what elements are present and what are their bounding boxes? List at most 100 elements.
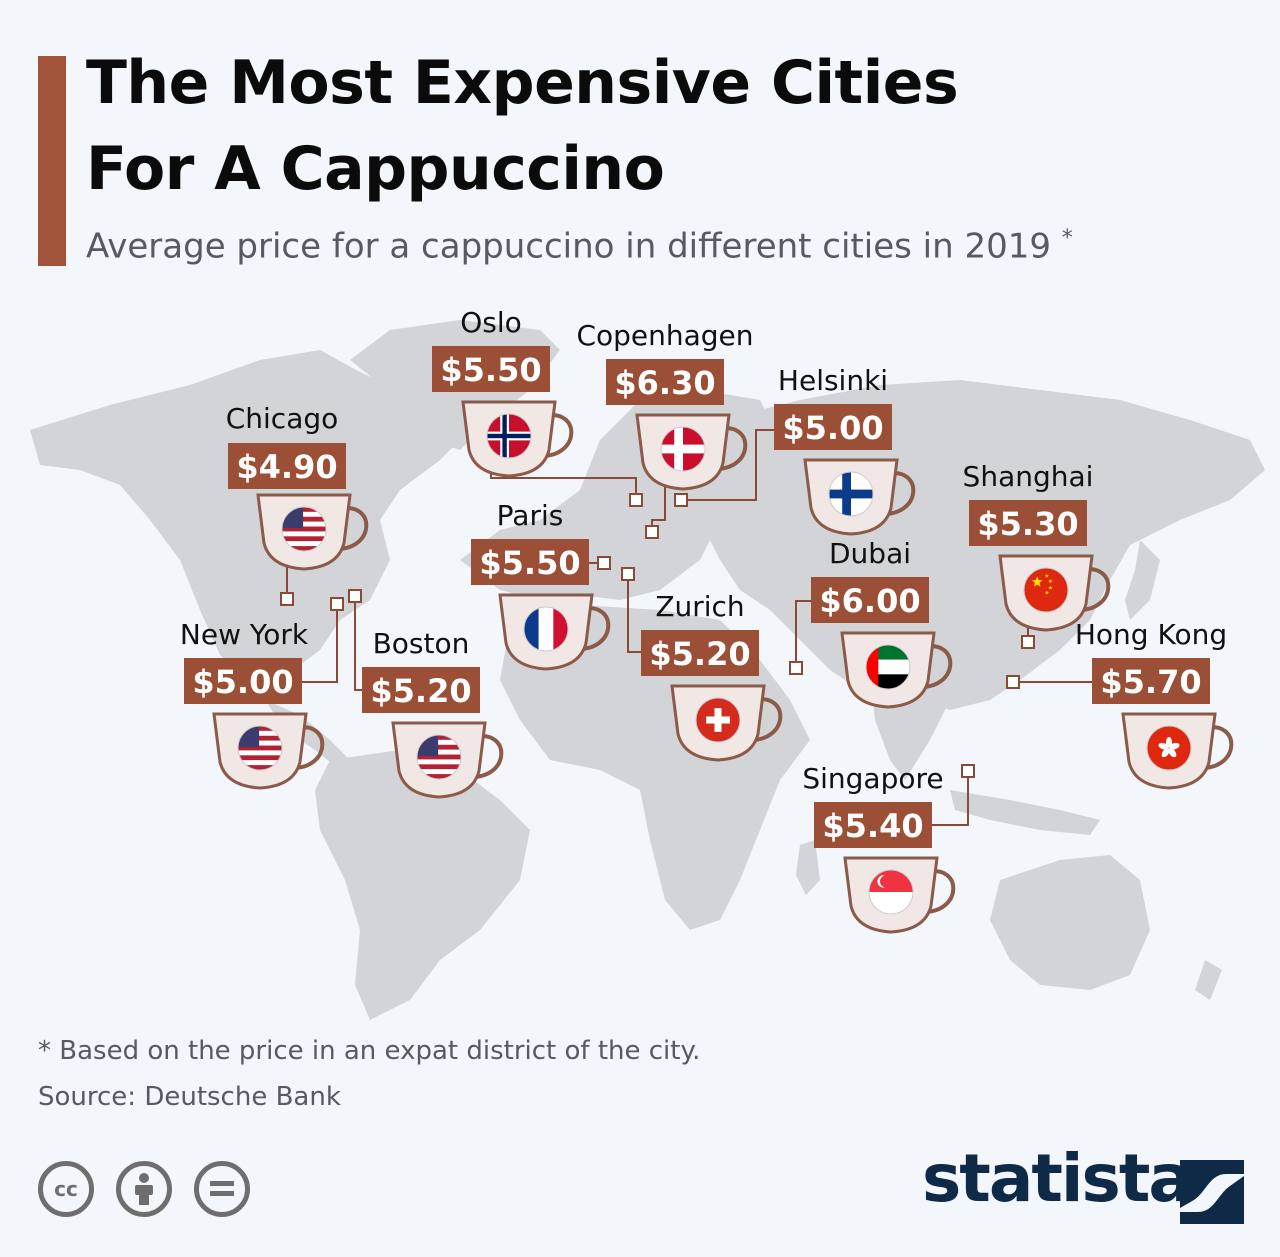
city-location-marker bbox=[961, 764, 975, 778]
marker-new-york: New York $5.00 bbox=[180, 597, 344, 790]
city-location-marker bbox=[621, 567, 635, 581]
price-label: $5.20 bbox=[649, 635, 750, 673]
norway-flag-icon bbox=[487, 414, 531, 458]
marker-dubai: Dubai $6.00 bbox=[789, 537, 953, 709]
city-label: Helsinki bbox=[778, 364, 888, 397]
city-location-marker bbox=[674, 493, 688, 507]
footnote: * Based on the price in an expat distric… bbox=[38, 1036, 701, 1066]
connector-line bbox=[302, 610, 338, 683]
city-location-marker bbox=[1021, 635, 1035, 649]
connector-line bbox=[354, 602, 362, 691]
price-box bbox=[362, 667, 480, 713]
price-label: $6.30 bbox=[614, 364, 715, 402]
city-label: Chicago bbox=[226, 402, 339, 435]
china-flag-icon bbox=[1024, 568, 1068, 612]
cup-handle bbox=[333, 506, 369, 552]
marker-boston: Boston $5.20 bbox=[348, 589, 504, 799]
price-label: $5.50 bbox=[440, 351, 541, 389]
city-location-marker bbox=[789, 661, 803, 675]
cup-handle bbox=[468, 734, 504, 780]
price-label: $4.90 bbox=[236, 448, 337, 486]
no-derivatives-icon[interactable] bbox=[194, 1161, 250, 1217]
cup-handle bbox=[880, 471, 916, 517]
price-label: $5.40 bbox=[822, 807, 923, 845]
marker-singapore: Singapore $5.40 bbox=[802, 762, 975, 934]
price-label: $5.50 bbox=[479, 544, 580, 582]
title-line-2: For A Cappuccino bbox=[86, 134, 665, 204]
cup-handle bbox=[289, 725, 325, 771]
map-madagascar bbox=[796, 840, 820, 895]
city-label: Shanghai bbox=[963, 460, 1094, 493]
subtitle-text: Average price for a cappuccino in differ… bbox=[86, 226, 1051, 267]
singapore-flag-icon bbox=[869, 870, 913, 914]
cup-handle bbox=[917, 644, 953, 690]
map-new-zealand bbox=[1195, 960, 1222, 1000]
price-box bbox=[814, 802, 932, 848]
city-label: Paris bbox=[497, 499, 564, 532]
price-box bbox=[811, 577, 929, 623]
statista-logo-icon[interactable] bbox=[1180, 1160, 1244, 1224]
marker-zurich: Zurich $5.20 bbox=[621, 567, 783, 762]
price-label: $5.00 bbox=[782, 409, 883, 447]
france-flag-icon bbox=[524, 607, 568, 651]
city-location-marker bbox=[629, 493, 643, 507]
marker-copenhagen: Copenhagen $6.30 bbox=[576, 319, 754, 539]
marker-shanghai: Shanghai $5.30 bbox=[963, 460, 1111, 649]
map-south-america bbox=[315, 750, 530, 1020]
cc-icon[interactable]: cc bbox=[38, 1161, 94, 1217]
connector-line bbox=[687, 429, 774, 501]
price-label: $5.70 bbox=[1100, 663, 1201, 701]
city-location-marker bbox=[597, 556, 611, 570]
subtitle-asterisk: * bbox=[1061, 226, 1073, 251]
marker-paris: Paris $5.50 bbox=[471, 499, 611, 671]
cup-handle bbox=[538, 413, 574, 459]
denmark-flag-icon bbox=[661, 427, 705, 471]
price-box bbox=[774, 404, 892, 450]
city-label: Boston bbox=[373, 627, 470, 660]
city-label: New York bbox=[180, 618, 309, 651]
hong-kong-flag-icon bbox=[1147, 726, 1191, 770]
price-box bbox=[969, 500, 1087, 546]
price-box bbox=[184, 658, 302, 704]
city-label: Singapore bbox=[802, 762, 943, 795]
price-box bbox=[471, 539, 589, 585]
map-indonesia bbox=[950, 790, 1100, 835]
price-label: $6.00 bbox=[819, 582, 920, 620]
finland-flag-icon bbox=[829, 472, 873, 516]
map-australia bbox=[990, 855, 1150, 990]
city-label: Copenhagen bbox=[576, 319, 753, 352]
price-box bbox=[228, 443, 346, 489]
marker-helsinki: Helsinki $5.00 bbox=[674, 364, 916, 536]
price-label: $5.20 bbox=[370, 672, 471, 710]
city-location-marker bbox=[280, 592, 294, 606]
city-label: Dubai bbox=[829, 537, 911, 570]
city-location-marker bbox=[330, 597, 344, 611]
cup-handle bbox=[575, 606, 611, 652]
city-label: Hong Kong bbox=[1075, 618, 1227, 651]
city-location-marker bbox=[645, 525, 659, 539]
connector-line bbox=[627, 580, 641, 653]
cup-handle bbox=[1198, 725, 1234, 771]
cup-handle bbox=[712, 426, 748, 472]
usa-flag-icon bbox=[282, 507, 326, 551]
map-north-america bbox=[30, 350, 470, 700]
city-location-marker bbox=[348, 589, 362, 603]
switzerland-flag-icon bbox=[696, 698, 740, 742]
marker-chicago: Chicago $4.90 bbox=[226, 402, 369, 606]
title-line-1: The Most Expensive Cities bbox=[86, 48, 959, 118]
accent-bar bbox=[38, 56, 66, 266]
marker-hong-kong: Hong Kong $5.70 bbox=[1006, 618, 1234, 790]
chart-subtitle: Average price for a cappuccino in differ… bbox=[86, 226, 1073, 266]
price-label: $5.30 bbox=[977, 505, 1078, 543]
map-japan bbox=[1125, 540, 1160, 620]
price-box bbox=[1092, 658, 1210, 704]
connector-line bbox=[932, 777, 969, 826]
statista-logo-text[interactable]: statista bbox=[922, 1140, 1193, 1217]
cup-handle bbox=[920, 869, 956, 915]
price-box bbox=[432, 346, 550, 392]
cup-handle bbox=[747, 697, 783, 743]
price-box bbox=[641, 630, 759, 676]
connector-line bbox=[651, 475, 666, 526]
attribution-icon[interactable] bbox=[116, 1161, 172, 1217]
